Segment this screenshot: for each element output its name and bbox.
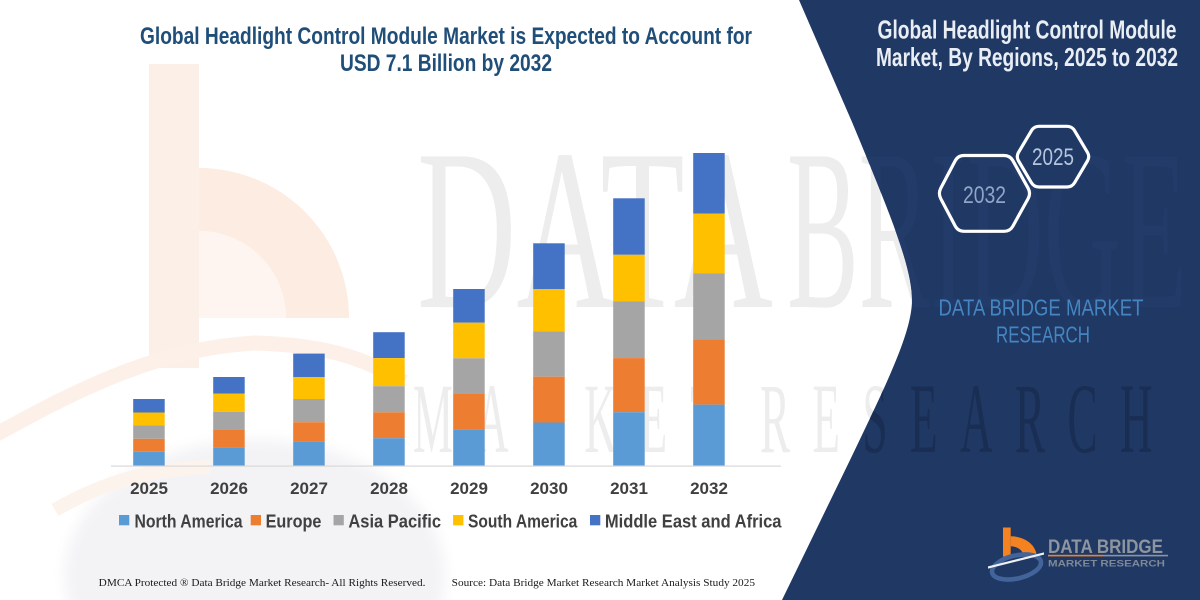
svg-text:2025: 2025 bbox=[130, 479, 168, 498]
svg-text:2032: 2032 bbox=[690, 479, 728, 498]
svg-text:Global Headlight Control Modul: Global Headlight Control Module Market i… bbox=[140, 23, 752, 50]
svg-text:Asia Pacific: Asia Pacific bbox=[348, 511, 441, 531]
svg-text:USD 7.1 Billion by 2032: USD 7.1 Billion by 2032 bbox=[340, 50, 552, 77]
svg-text:2026: 2026 bbox=[210, 479, 248, 498]
svg-text:Global Headlight Control Modul: Global Headlight Control Module bbox=[878, 15, 1177, 45]
svg-text:DATA BRIDGE MARKET: DATA BRIDGE MARKET bbox=[939, 295, 1144, 321]
svg-text:North America: North America bbox=[135, 511, 244, 531]
svg-text:2027: 2027 bbox=[290, 479, 328, 498]
svg-text:2025: 2025 bbox=[1032, 144, 1074, 171]
svg-text:2029: 2029 bbox=[450, 479, 488, 498]
svg-text:DMCA Protected ® Data Bridge M: DMCA Protected ® Data Bridge Market Rese… bbox=[99, 577, 426, 589]
svg-text:South America: South America bbox=[468, 511, 578, 531]
svg-text:2028: 2028 bbox=[370, 479, 408, 498]
svg-text:Market, By Regions, 2025 to 20: Market, By Regions, 2025 to 2032 bbox=[876, 42, 1178, 72]
svg-text:Middle East and Africa: Middle East and Africa bbox=[605, 511, 783, 531]
svg-text:DATA BRIDGE: DATA BRIDGE bbox=[1048, 537, 1163, 558]
svg-text:RESEARCH: RESEARCH bbox=[996, 322, 1090, 348]
svg-text:MARKET RESEARCH: MARKET RESEARCH bbox=[1048, 559, 1165, 569]
svg-text:2031: 2031 bbox=[610, 479, 648, 498]
svg-text:Europe: Europe bbox=[266, 511, 322, 531]
svg-text:Source: Data Bridge Market Res: Source: Data Bridge Market Research Mark… bbox=[452, 577, 756, 589]
svg-text:2032: 2032 bbox=[963, 182, 1006, 209]
svg-text:2030: 2030 bbox=[530, 479, 568, 498]
